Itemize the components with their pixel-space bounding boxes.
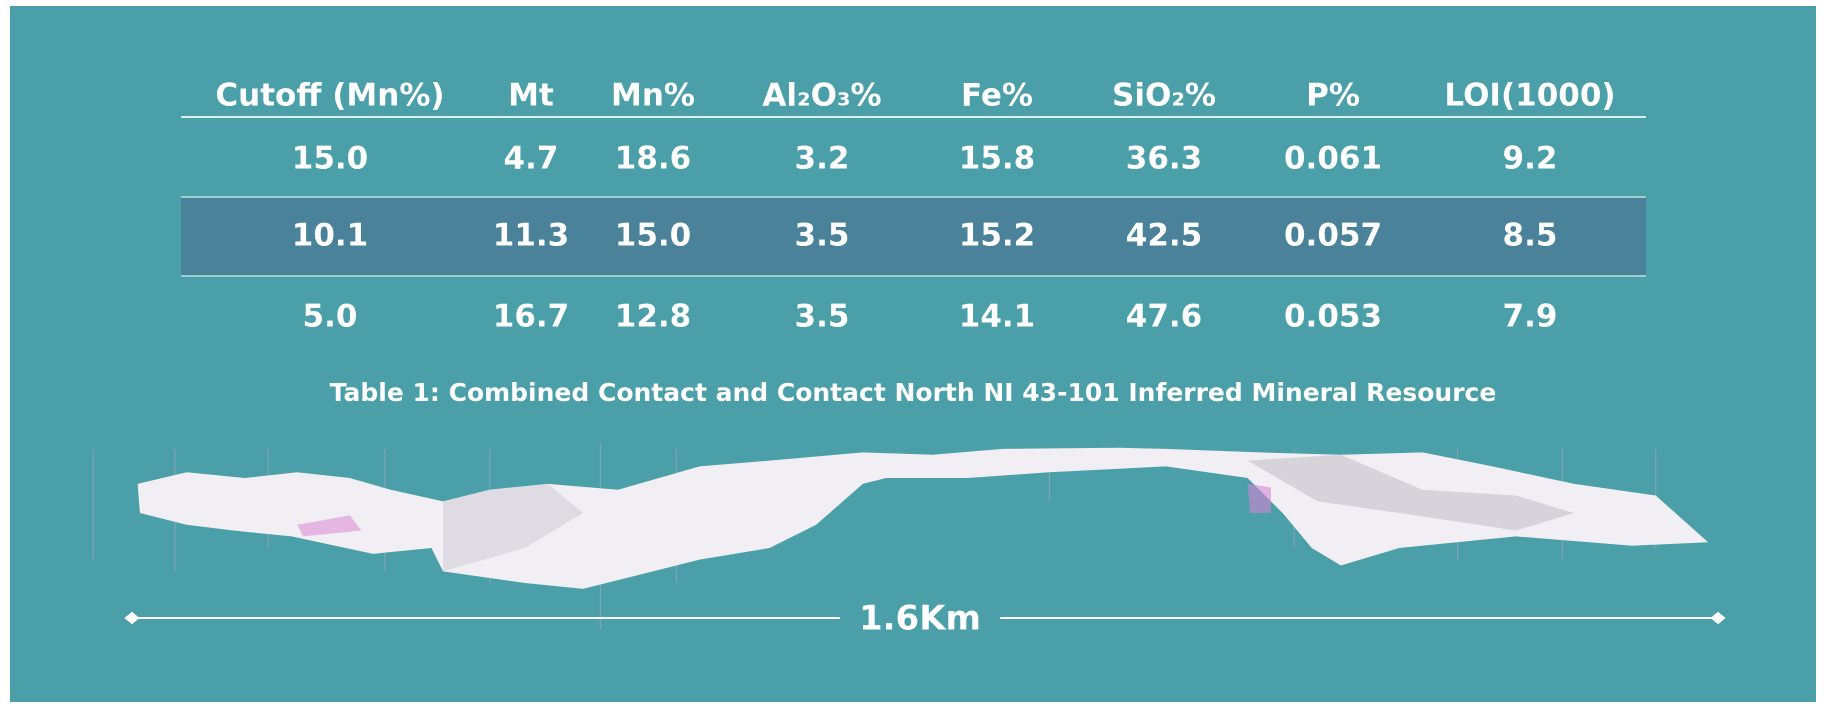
table-cell: 9.2 <box>1503 141 1558 177</box>
table-cell: 15.8 <box>959 141 1036 177</box>
table-cell: 12.8 <box>615 299 692 335</box>
table-cell: 18.6 <box>615 141 692 177</box>
table-cell: 42.5 <box>1126 218 1203 254</box>
column-header: Fe% <box>961 78 1033 114</box>
table-cell: 0.057 <box>1284 218 1382 254</box>
scale-label: 1.6Km <box>859 599 981 639</box>
table: Cutoff (Mn%) Mt Mn% Al₂O₃% Fe% SiO₂% P% LOI(100… <box>215 78 1615 335</box>
column-header: Cutoff (Mn%) <box>215 78 444 114</box>
table-cell: 14.1 <box>959 299 1036 335</box>
table-rules <box>181 116 1646 277</box>
column-header: Al₂O₃% <box>762 78 881 114</box>
column-header: Mt <box>508 78 554 114</box>
table-cell: 3.2 <box>795 141 850 177</box>
table-cell: 3.5 <box>795 299 850 335</box>
table-cell: 16.7 <box>493 299 570 335</box>
column-header: SiO₂% <box>1112 78 1216 114</box>
column-header: P% <box>1306 78 1360 114</box>
table-cell: 0.061 <box>1284 141 1382 177</box>
table-cell: 15.0 <box>292 141 369 177</box>
table-cell: 4.7 <box>504 141 559 177</box>
panel <box>10 6 1816 702</box>
table-cell: 10.1 <box>292 218 369 254</box>
table-cell: 36.3 <box>1126 141 1203 177</box>
column-header: Mn% <box>611 78 695 114</box>
terrain <box>92 443 1709 630</box>
table-cell: 11.3 <box>493 218 570 254</box>
table-cell: 47.6 <box>1126 299 1203 335</box>
column-header: LOI(1000) <box>1444 78 1615 114</box>
table-cell: 15.2 <box>959 218 1036 254</box>
table-cell: 0.053 <box>1284 299 1382 335</box>
row-highlight <box>181 198 1646 275</box>
caption: Table 1: Combined Contact and Contact No… <box>330 378 1497 407</box>
table-cell: 7.9 <box>1503 299 1558 335</box>
table-cell: 3.5 <box>795 218 850 254</box>
table-cell: 5.0 <box>303 299 358 335</box>
scale-bar <box>124 611 1726 625</box>
table-cell: 8.5 <box>1503 218 1558 254</box>
table-cell: 15.0 <box>615 218 692 254</box>
